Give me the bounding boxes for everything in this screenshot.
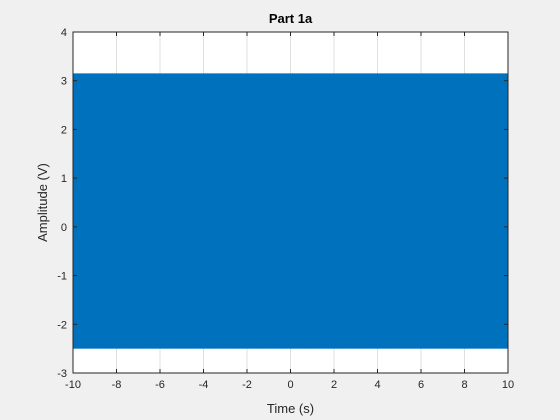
x-tick-label: -10 xyxy=(65,379,81,391)
y-tick-label: 4 xyxy=(61,27,67,39)
y-tick-label: 2 xyxy=(61,124,67,136)
x-tick-label: -2 xyxy=(242,379,252,391)
series-group xyxy=(72,73,509,349)
signal-line xyxy=(72,73,509,349)
x-tick-label: 2 xyxy=(331,379,337,391)
y-tick-label: 3 xyxy=(61,76,67,88)
x-tick-label: 10 xyxy=(502,379,514,391)
x-tick-label: -6 xyxy=(155,379,165,391)
x-tick-label: 6 xyxy=(418,379,424,391)
x-tick-label: -4 xyxy=(199,379,209,391)
y-axis-label: Amplitude (V) xyxy=(35,163,50,242)
y-tick-label: -3 xyxy=(57,368,67,380)
x-tick-label: -8 xyxy=(112,379,122,391)
y-tick-label: -1 xyxy=(57,271,67,283)
x-tick-label: 4 xyxy=(374,379,380,391)
y-tick-label: -2 xyxy=(57,319,67,331)
y-tick-label: 0 xyxy=(61,222,67,234)
x-axis-label: Time (s) xyxy=(267,401,314,416)
y-tick-label: 1 xyxy=(61,173,67,185)
x-tick-label: 0 xyxy=(287,379,293,391)
chart-title: Part 1a xyxy=(269,11,313,26)
x-tick-label: 8 xyxy=(461,379,467,391)
